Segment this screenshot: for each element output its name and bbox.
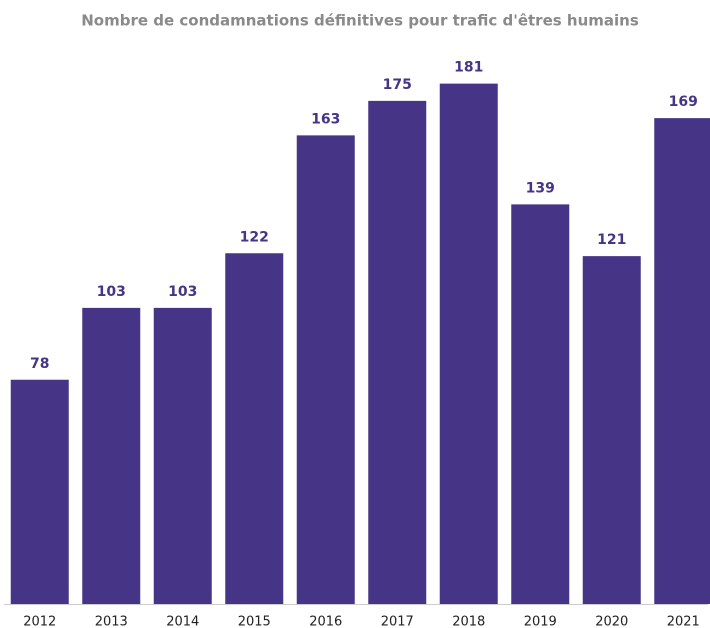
x-tick-label: 2012: [23, 615, 56, 628]
bar: [225, 253, 284, 604]
bar: [439, 83, 498, 604]
x-tick-label: 2019: [524, 615, 557, 628]
x-tick-label: 2020: [595, 615, 628, 628]
x-tick-label: 2013: [95, 615, 128, 628]
value-label: 122: [240, 229, 269, 245]
value-label: 163: [311, 111, 340, 127]
bar: [153, 307, 212, 604]
bar: [82, 307, 141, 604]
bar: [296, 135, 355, 604]
bar: [582, 256, 641, 604]
x-tick-label: 2014: [166, 615, 199, 628]
value-label: 121: [597, 232, 626, 248]
bar: [10, 379, 69, 604]
chart-title: Nombre de condamnations définitives pour…: [81, 12, 639, 30]
x-tick-label: 2017: [381, 615, 414, 628]
value-label: 181: [454, 60, 483, 76]
value-label: 175: [383, 77, 412, 93]
x-tick-label: 2016: [309, 615, 342, 628]
x-tick-label: 2021: [667, 615, 700, 628]
value-label: 103: [168, 284, 197, 300]
x-tick-label: 2018: [452, 615, 485, 628]
value-label: 103: [97, 284, 126, 300]
bar: [654, 118, 710, 604]
value-label: 139: [526, 180, 555, 196]
bar: [511, 204, 570, 604]
x-tick-label: 2015: [238, 615, 271, 628]
value-label: 78: [30, 356, 49, 372]
value-label: 169: [669, 94, 698, 110]
bar: [368, 100, 427, 604]
